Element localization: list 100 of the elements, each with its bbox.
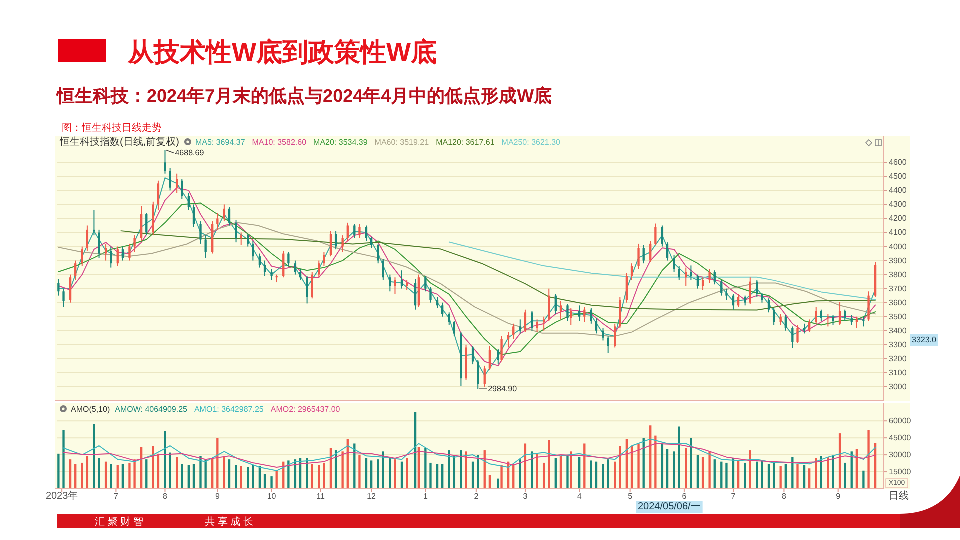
text: 3323.0 bbox=[912, 336, 938, 344]
bar bbox=[418, 447, 420, 489]
legend-title: AMO(5,10) bbox=[71, 405, 110, 414]
candlestick bbox=[370, 236, 373, 249]
bar bbox=[394, 460, 396, 489]
candlestick bbox=[358, 224, 361, 239]
x-tick-label: 2 bbox=[474, 492, 480, 501]
bar bbox=[442, 464, 444, 489]
candlestick bbox=[531, 310, 534, 332]
bar bbox=[306, 458, 308, 489]
bar bbox=[619, 446, 622, 489]
candlestick bbox=[146, 212, 148, 236]
x-tick-label: 5 bbox=[628, 492, 634, 501]
text: 共 享 成 长 bbox=[205, 516, 254, 528]
candlestick bbox=[157, 180, 160, 211]
candlestick bbox=[282, 250, 285, 278]
annotation: 2984.90 bbox=[488, 384, 518, 394]
chart-title: 从技术性W底到政策性W底 bbox=[127, 37, 438, 67]
candlestick bbox=[86, 225, 89, 252]
text: 图：恒生科技日线走势 bbox=[62, 122, 162, 134]
candlestick bbox=[436, 296, 439, 309]
candlestick bbox=[827, 314, 830, 328]
candlestick bbox=[708, 268, 711, 284]
candlestick bbox=[720, 280, 723, 296]
bar bbox=[377, 460, 380, 489]
bar bbox=[164, 431, 166, 489]
text: AMOW: 4064909.25 bbox=[115, 405, 188, 414]
candlestick bbox=[176, 173, 178, 194]
candlestick bbox=[477, 360, 480, 390]
bar bbox=[862, 470, 865, 489]
bar bbox=[756, 462, 758, 489]
y-tick-label: 30000 bbox=[889, 450, 912, 460]
x-tick-label: 7 bbox=[731, 492, 736, 501]
bar bbox=[696, 455, 700, 489]
bar bbox=[714, 460, 716, 489]
bar bbox=[400, 462, 404, 489]
bar bbox=[595, 462, 598, 489]
candlestick bbox=[448, 312, 450, 326]
candlestick bbox=[247, 234, 250, 248]
candlestick bbox=[784, 314, 787, 332]
bar bbox=[578, 457, 581, 489]
bar bbox=[673, 452, 676, 489]
candlestick bbox=[318, 260, 320, 278]
bar bbox=[666, 449, 669, 489]
y-tick-label: 3700 bbox=[889, 284, 908, 294]
candlestick bbox=[306, 276, 308, 304]
bar bbox=[784, 464, 787, 489]
x-tick-label: 12 bbox=[367, 492, 377, 501]
bar bbox=[690, 438, 692, 489]
candlestick bbox=[414, 278, 417, 310]
bar bbox=[430, 462, 432, 489]
candlestick bbox=[252, 240, 254, 262]
bar bbox=[252, 465, 254, 489]
candlestick bbox=[288, 252, 290, 267]
candlestick bbox=[856, 316, 858, 329]
bar bbox=[69, 460, 72, 489]
candlestick bbox=[566, 304, 569, 322]
candlestick bbox=[442, 302, 444, 318]
candlestick bbox=[548, 288, 550, 322]
candlestick bbox=[169, 168, 172, 192]
y-tick-label: 4000 bbox=[889, 242, 908, 252]
y-tick-label: 3500 bbox=[889, 312, 908, 322]
candlestick bbox=[780, 314, 782, 326]
bar bbox=[737, 460, 740, 489]
bar bbox=[228, 460, 231, 489]
candlestick bbox=[346, 222, 349, 242]
candlestick bbox=[192, 204, 196, 228]
text: 日线 bbox=[889, 490, 909, 502]
candlestick bbox=[188, 192, 190, 211]
bar bbox=[761, 460, 764, 489]
text: MA10: 3582.60 bbox=[252, 138, 308, 147]
candlestick bbox=[389, 274, 392, 292]
bar bbox=[247, 468, 250, 489]
bar bbox=[472, 462, 474, 489]
candlestick bbox=[472, 346, 474, 366]
candlestick bbox=[382, 258, 384, 281]
bar bbox=[803, 465, 806, 489]
x-tick-label: 1 bbox=[423, 492, 428, 501]
text: MA60: 3519.21 bbox=[374, 138, 430, 147]
text: MA20: 3534.39 bbox=[314, 138, 368, 147]
bar bbox=[808, 468, 811, 489]
candlestick bbox=[507, 332, 510, 348]
bar bbox=[98, 458, 100, 489]
y-tick-label: 4500 bbox=[889, 172, 908, 182]
candlestick bbox=[512, 323, 515, 340]
candlestick bbox=[595, 318, 598, 334]
candlestick bbox=[424, 276, 427, 292]
candlestick bbox=[772, 308, 776, 326]
bar bbox=[81, 462, 84, 489]
candlestick bbox=[792, 326, 794, 349]
bar bbox=[176, 457, 178, 489]
candlestick bbox=[702, 277, 704, 291]
bar bbox=[560, 456, 562, 489]
y-tick-label: 3900 bbox=[889, 256, 908, 266]
text: 2024/05/06/一 bbox=[638, 502, 701, 512]
candlestick bbox=[488, 346, 492, 371]
candlestick bbox=[642, 244, 645, 264]
candlestick bbox=[650, 240, 652, 263]
candlestick bbox=[756, 280, 758, 298]
candlestick bbox=[808, 319, 811, 333]
